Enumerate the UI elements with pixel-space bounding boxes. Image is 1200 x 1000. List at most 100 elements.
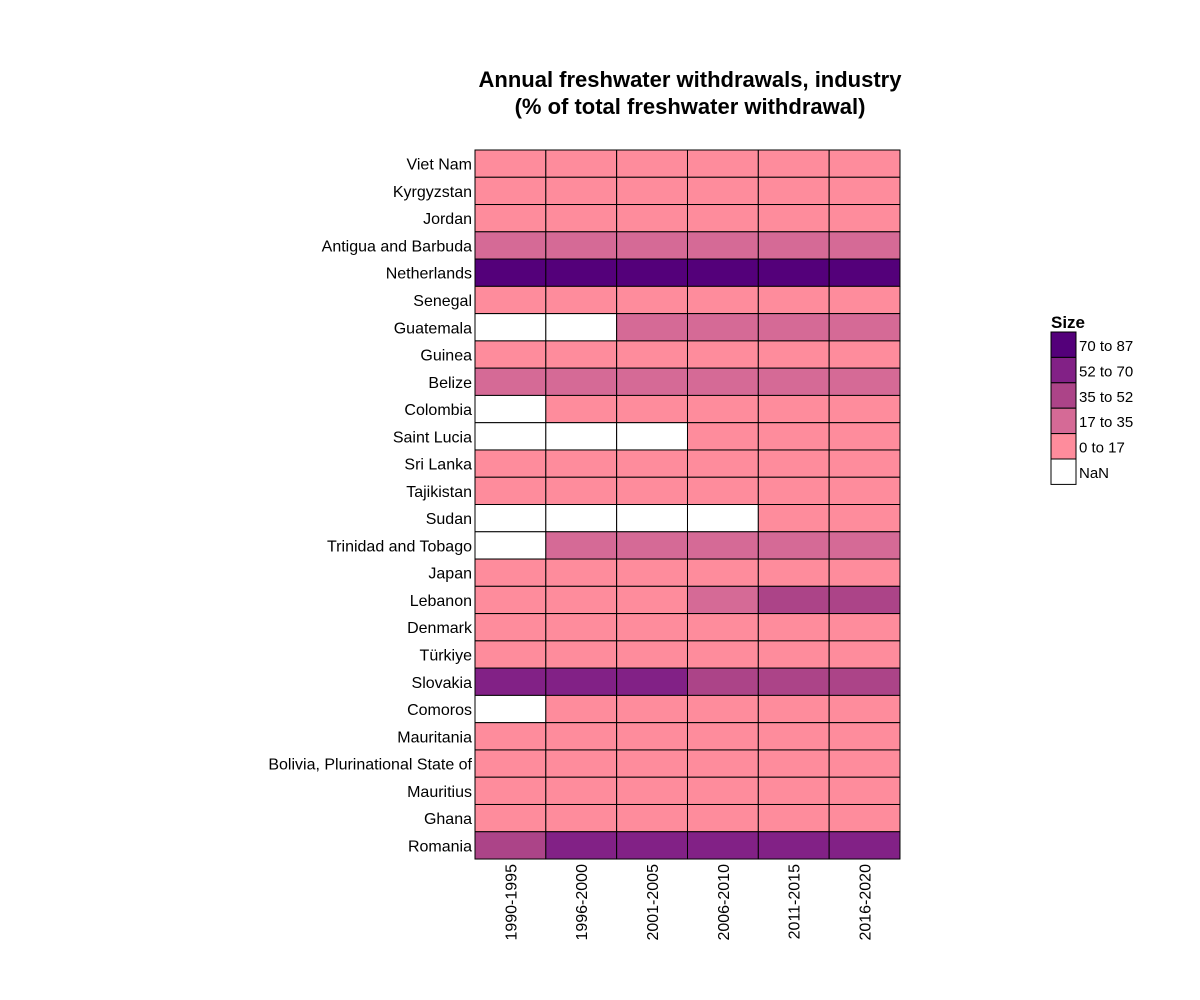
heatmap-cell: [686, 313, 759, 342]
y-tick-label: Jordan: [423, 211, 472, 228]
heatmap-cells: [474, 149, 901, 860]
heatmap-cell: [616, 694, 688, 724]
heatmap-cell: [474, 394, 547, 424]
heatmap-cell: [545, 285, 618, 315]
heatmap-cell: [686, 176, 759, 206]
legend-label: 52 to 70: [1079, 363, 1133, 380]
heatmap-cell: [828, 585, 901, 615]
heatmap-cell: [616, 176, 688, 206]
y-tick-label: Senegal: [413, 293, 472, 310]
heatmap-cell: [757, 394, 830, 424]
y-tick-label: Trinidad and Tobago: [327, 538, 472, 555]
heatmap-cell: [474, 722, 547, 751]
heatmap-cell: [545, 776, 618, 805]
legend-label: 35 to 52: [1079, 389, 1133, 406]
heatmap-cell: [616, 149, 688, 178]
heatmap-cell: [474, 176, 547, 206]
heatmap-cell: [474, 504, 547, 533]
heatmap-cell: [828, 776, 901, 805]
heatmap-cell: [828, 449, 901, 478]
y-tick-label: Comoros: [407, 702, 472, 719]
heatmap-cell: [616, 367, 688, 396]
heatmap-cell: [757, 831, 830, 860]
y-tick-label: Netherlands: [386, 266, 472, 283]
y-tick-label: Ghana: [424, 811, 472, 828]
heatmap-cell: [545, 422, 618, 451]
y-tick-label: Antigua and Barbuda: [322, 238, 472, 255]
heatmap-cell: [828, 667, 901, 696]
x-tick-label: 2016-2020: [858, 864, 875, 941]
y-tick-label: Slovakia: [412, 675, 473, 692]
legend-label: 70 to 87: [1079, 338, 1133, 355]
heatmap-cell: [757, 803, 830, 833]
y-tick-label: Sudan: [426, 511, 472, 528]
heatmap-cell: [545, 340, 618, 369]
heatmap-cell: [545, 722, 618, 751]
legend-swatch: [1050, 433, 1077, 460]
y-tick-label: Bolivia, Plurinational State of: [268, 757, 472, 774]
legend: Size 70 to 87 52 to 70 35 to 52 17 to 35 0 to…: [1050, 313, 1133, 485]
heatmap-cell: [616, 504, 688, 533]
heatmap-cell: [828, 504, 901, 533]
heatmap-cell: [686, 776, 759, 805]
legend-swatch: [1050, 458, 1077, 485]
heatmap-cell: [545, 449, 618, 478]
legend-swatch: [1050, 407, 1077, 435]
y-axis-labels: Viet Nam Kyrgyzstan Jordan Antigua and Barb…: [268, 157, 473, 856]
heatmap-cell: [545, 558, 618, 587]
heatmap-cell: [828, 476, 901, 506]
heatmap-cell: [686, 422, 759, 451]
x-tick-label: 1996-2000: [574, 864, 591, 941]
x-tick-label: 1990-1995: [503, 864, 520, 941]
heatmap-cell: [828, 313, 901, 342]
heatmap-cell: [828, 231, 901, 260]
heatmap-cell: [545, 613, 618, 642]
legend-title: Size: [1051, 313, 1085, 332]
heatmap-cell: [474, 803, 547, 833]
heatmap-cell: [828, 694, 901, 724]
chart-title-main: Annual freshwater withdrawals, industry: [478, 67, 902, 92]
heatmap-cell: [686, 231, 759, 260]
heatmap-cell: [828, 558, 901, 587]
y-tick-label: Sri Lanka: [404, 457, 472, 474]
heatmap-cell: [757, 367, 830, 396]
chart-subtitle: (% of total freshwater withdrawal): [514, 94, 866, 119]
heatmap-cell: [757, 149, 830, 178]
heatmap-cell: [616, 722, 688, 751]
heatmap-cell: [686, 285, 759, 315]
heatmap-cell: [757, 585, 830, 615]
heatmap-cell: [828, 640, 901, 669]
heatmap-cell: [545, 504, 618, 533]
y-tick-label: Kyrgyzstan: [393, 184, 472, 201]
heatmap-cell: [474, 776, 547, 805]
y-tick-label: Viet Nam: [406, 157, 472, 174]
legend-label: NaN: [1079, 465, 1109, 482]
heatmap-cell: [545, 694, 618, 724]
heatmap-cell: [757, 504, 830, 533]
heatmap-cell: [474, 749, 547, 778]
heatmap-cell: [616, 803, 688, 833]
heatmap-cell: [828, 340, 901, 369]
heatmap-cell: [757, 231, 830, 260]
heatmap-cell: [474, 285, 547, 315]
heatmap-cell: [474, 831, 547, 860]
heatmap-cell: [616, 313, 688, 342]
legend-label: 0 to 17: [1079, 440, 1125, 457]
heatmap-cell: [686, 831, 759, 860]
heatmap-cell: [545, 258, 618, 287]
heatmap-cell: [686, 340, 759, 369]
heatmap-cell: [474, 422, 547, 451]
heatmap-cell: [828, 749, 901, 778]
heatmap-cell: [616, 231, 688, 260]
heatmap-cell: [686, 749, 759, 778]
heatmap-cell: [828, 367, 901, 396]
heatmap-cell: [545, 749, 618, 778]
heatmap-cell: [757, 722, 830, 751]
heatmap-cell: [686, 694, 759, 724]
heatmap-cell: [828, 258, 901, 287]
heatmap-cell: [545, 531, 618, 560]
heatmap-cell: [474, 585, 547, 615]
heatmap-cell: [686, 449, 759, 478]
heatmap-cell: [757, 531, 830, 560]
heatmap-cell: [474, 231, 547, 260]
